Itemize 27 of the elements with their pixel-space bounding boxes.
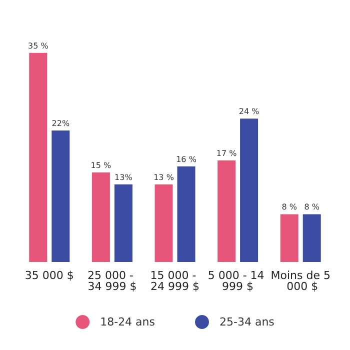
data-label: 15 % (90, 160, 112, 170)
x-tick-label: 35 000 $ (24, 269, 74, 282)
data-label: 13% (114, 172, 133, 182)
bar (218, 160, 236, 262)
bar (280, 214, 298, 262)
data-label: 35 % (28, 41, 49, 50)
legend-label: 25-34 ans (220, 316, 275, 328)
bar (114, 184, 132, 262)
data-label: 8 % (304, 202, 320, 212)
legend-label: 18-24 ans (100, 316, 156, 328)
bar (92, 172, 110, 262)
data-label: 8 % (282, 202, 298, 212)
x-tick-label: 5 000 - 14 999 $ (208, 269, 268, 293)
bar (240, 118, 258, 262)
data-label: 24 % (238, 107, 260, 116)
data-label: 13 % (154, 172, 174, 182)
bar (154, 184, 173, 262)
data-label: 16 % (176, 154, 197, 164)
x-tick-label: 25 000 - 34 999 $ (87, 269, 137, 293)
bar (52, 130, 70, 262)
bar (302, 214, 321, 262)
x-tick-label: Moins de 5 000 $ (270, 269, 330, 293)
x-tick-label: 15 000 - 24 999 $ (150, 269, 200, 293)
bar (177, 166, 196, 262)
data-label: 22% (52, 119, 70, 128)
bar (29, 52, 48, 262)
data-label: 17 % (216, 148, 238, 158)
